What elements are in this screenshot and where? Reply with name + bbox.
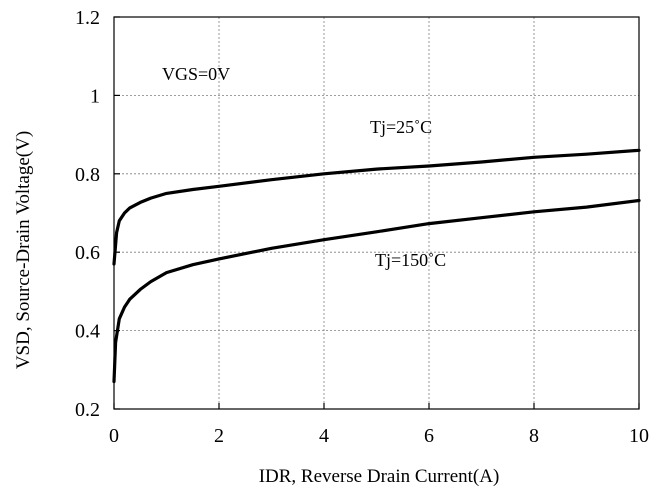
y-tick-label: 0.2	[75, 399, 100, 421]
series-line-tj150	[112, 198, 641, 384]
x-tick-label: 6	[424, 425, 434, 447]
series-label-tj25: Tj=25˚C	[370, 117, 432, 137]
y-tick-label: 0.8	[75, 164, 100, 186]
axis-ticks: 0.2 0.4 0.6 0.8 1 1.2 0 2 4 6 8 10	[75, 7, 649, 447]
y-tick-label: 1	[90, 85, 100, 107]
series-lines	[112, 148, 641, 384]
series-label-tj150: Tj=150˚C	[375, 250, 446, 270]
y-tick-label: 0.4	[75, 321, 100, 343]
x-tick-label: 8	[529, 425, 539, 447]
x-tick-label: 10	[629, 425, 649, 447]
y-axis-title: VSD, Source-Drain Voltage(V)	[13, 131, 34, 369]
x-tick-label: 0	[109, 425, 119, 447]
x-tick-label: 2	[214, 425, 224, 447]
y-tick-label: 1.2	[75, 7, 100, 29]
x-axis-title: IDR, Reverse Drain Current(A)	[259, 466, 500, 487]
y-tick-label: 0.6	[75, 242, 100, 264]
condition-annotation: VGS=0V	[162, 64, 230, 84]
x-tick-label: 4	[319, 425, 329, 447]
series-line-tj25	[112, 148, 641, 266]
plot-area-frame	[113, 16, 640, 410]
